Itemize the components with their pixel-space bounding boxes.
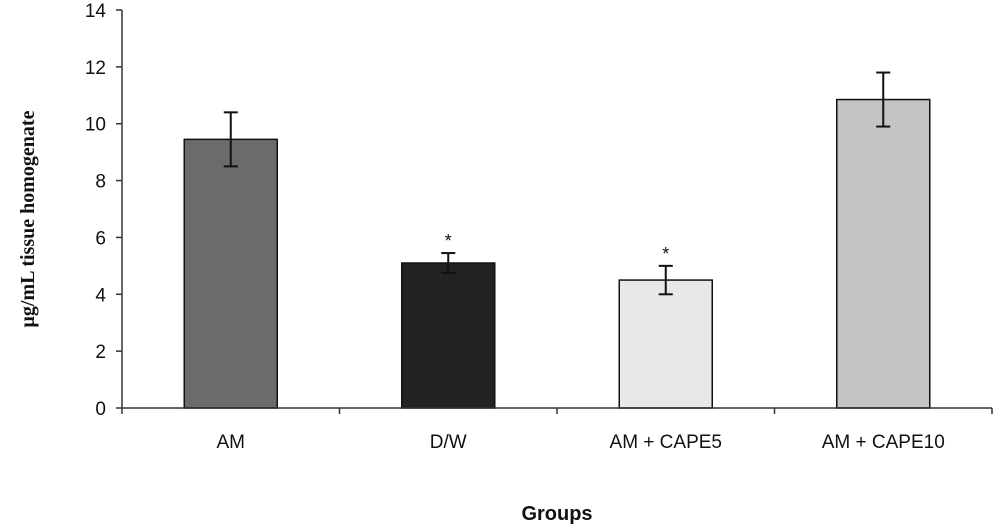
y-axis-title: μg/mL tissue homogenate [17, 110, 39, 327]
y-tick-label: 10 [85, 115, 106, 136]
significance-marker: * [662, 244, 669, 264]
y-tick-label: 12 [85, 58, 106, 79]
x-tick-label: AM + CAPE10 [822, 432, 945, 453]
x-tick-label: AM [217, 432, 246, 453]
error-bar-3 [658, 264, 673, 296]
y-tick-label: 6 [95, 228, 106, 249]
x-axis-title: Groups [521, 503, 592, 525]
significance-marker: * [445, 231, 452, 251]
x-axis-tick-labels: AM D/W AM + CAPE5 AM + CAPE10 [121, 408, 993, 453]
bar-1 [183, 138, 278, 409]
x-tick-label: AM + CAPE5 [610, 432, 722, 453]
error-bar-2 [441, 252, 456, 274]
y-tick-label: 14 [85, 1, 107, 22]
y-axis-ticks: 0 2 4 6 8 10 12 14 [85, 1, 122, 420]
y-tick-label: 2 [95, 342, 106, 363]
y-tick-label: 4 [95, 285, 106, 306]
bar-2 [401, 262, 496, 409]
bars: ** [183, 71, 931, 409]
error-bar-1 [223, 111, 238, 168]
y-tick-label: 8 [95, 172, 106, 193]
bar-4 [836, 98, 931, 409]
y-tick-label: 0 [95, 399, 106, 420]
error-bar-4 [876, 71, 891, 128]
bar-3 [618, 279, 713, 409]
x-tick-label: D/W [430, 432, 467, 453]
